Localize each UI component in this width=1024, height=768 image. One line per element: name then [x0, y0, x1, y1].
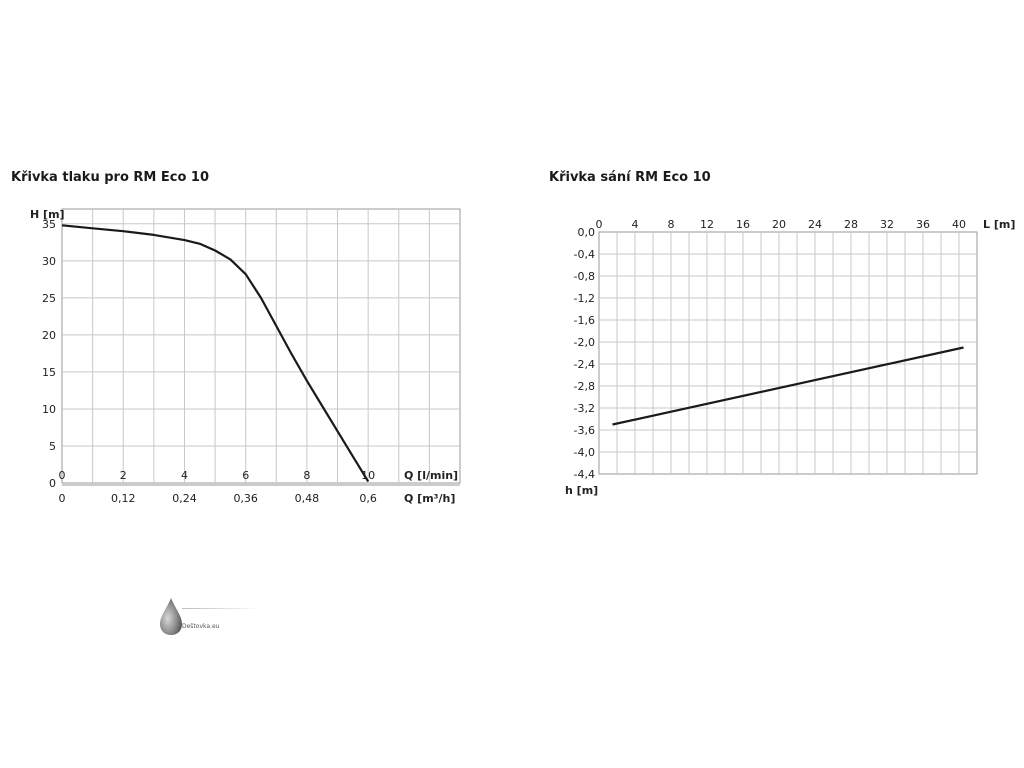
x2-tick-label: 0: [59, 492, 66, 505]
x-tick-label: 36: [916, 218, 930, 231]
pressure-curve-line: [61, 224, 370, 483]
x-tick-label: 32: [880, 218, 894, 231]
y-tick-label: 5: [49, 440, 56, 453]
y-tick-label: 0: [49, 477, 56, 490]
x-tick-label: 4: [181, 469, 188, 482]
x2-axis-label: Q [m³/h]: [404, 492, 455, 505]
x-tick-label: 12: [700, 218, 714, 231]
y-tick-label: -0,4: [574, 248, 595, 261]
suction-chart-title: Křivka sání RM Eco 10: [549, 170, 711, 185]
y-tick-label: 25: [42, 292, 56, 305]
x-tick-label: 20: [772, 218, 786, 231]
y-tick-label: -4,4: [574, 468, 595, 481]
x-tick-label: 0: [596, 218, 603, 231]
y-tick-label: 30: [42, 255, 56, 268]
y-tick-label: -1,6: [574, 314, 595, 327]
x-axis-label: L [m]: [983, 218, 1015, 231]
y-tick-label: -4,0: [574, 446, 595, 459]
x2-tick-label: 0,6: [359, 492, 377, 505]
y-axis-label: h [m]: [565, 484, 598, 497]
x2-tick-label: 0,12: [111, 492, 136, 505]
plot-frame: [61, 208, 461, 484]
y-tick-label: -3,6: [574, 424, 595, 437]
pressure-chart-title: Křivka tlaku pro RM Eco 10: [11, 170, 210, 185]
y-tick-label: -2,0: [574, 336, 595, 349]
x-tick-label: 24: [808, 218, 822, 231]
x-tick-label: 40: [952, 218, 966, 231]
logo-text: Deštovka.eu: [182, 623, 220, 630]
y-tick-label: -2,8: [574, 380, 595, 393]
y-tick-label: 0,0: [578, 226, 596, 239]
x-tick-label: 2: [120, 469, 127, 482]
plot-frame: [598, 231, 978, 475]
x-tick-label: 28: [844, 218, 858, 231]
y-axis-label: H [m]: [30, 208, 65, 221]
x2-tick-label: 0,48: [295, 492, 320, 505]
y-tick-label: -3,2: [574, 402, 595, 415]
x-tick-label: 8: [668, 218, 675, 231]
x-tick-label: 6: [242, 469, 249, 482]
y-tick-label: -0,8: [574, 270, 595, 283]
x2-tick-label: 0,36: [233, 492, 258, 505]
x-tick-label: 0: [59, 469, 66, 482]
y-tick-label: 10: [42, 403, 56, 416]
x-tick-label: 4: [632, 218, 639, 231]
y-tick-label: 35: [42, 218, 56, 231]
y-tick-label: 15: [42, 366, 56, 379]
x2-tick-label: 0,24: [172, 492, 197, 505]
suction-curve-line: [612, 346, 964, 426]
y-tick-label: -1,2: [574, 292, 595, 305]
y-tick-label: -2,4: [574, 358, 595, 371]
x-tick-label: 16: [736, 218, 750, 231]
y-tick-label: 20: [42, 329, 56, 342]
x-axis-label: Q [l/min]: [404, 469, 458, 482]
x-tick-label: 8: [303, 469, 310, 482]
x-tick-label: 10: [361, 469, 375, 482]
water-drop-icon: [160, 598, 262, 635]
